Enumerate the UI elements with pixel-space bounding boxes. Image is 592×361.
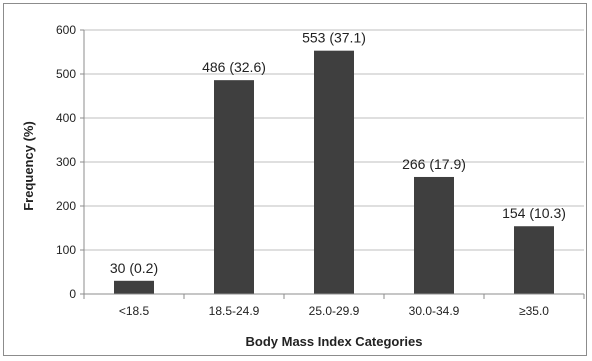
data-label: 266 (17.9) [402, 156, 466, 172]
chart-frame: 0 100 200 300 400 500 600 30 (0.2) <18.5 486 (32.… [3, 3, 587, 356]
y-tick-label: 200 [56, 199, 76, 213]
bar [514, 226, 554, 294]
y-tick-label: 400 [56, 111, 76, 125]
bar-chart: 0 100 200 300 400 500 600 30 (0.2) <18.5 486 (32.… [21, 23, 585, 349]
y-tick-label: 0 [69, 287, 76, 301]
axes [80, 29, 585, 299]
bars [114, 50, 554, 295]
bar [314, 50, 354, 295]
x-tick-label: 18.5-24.9 [209, 304, 260, 318]
bar [414, 176, 454, 294]
data-label: 486 (32.6) [202, 59, 266, 75]
bar [214, 80, 254, 294]
x-tick-label: 30.0-34.9 [409, 304, 460, 318]
x-tick-label: <18.5 [119, 304, 150, 318]
data-label: 154 (10.3) [502, 205, 566, 221]
y-tick-label: 100 [56, 243, 76, 257]
x-tick-label: ≥35.0 [519, 304, 549, 318]
y-axis-title: Frequency (%) [21, 121, 36, 211]
bar [114, 280, 154, 294]
x-tick-label: 25.0-29.9 [309, 304, 360, 318]
data-label: 30 (0.2) [110, 260, 158, 276]
y-tick-label: 600 [56, 23, 76, 37]
y-tick-label: 500 [56, 67, 76, 81]
labels: 0 100 200 300 400 500 600 30 (0.2) <18.5 486 (32.… [56, 23, 566, 318]
data-label: 553 (37.1) [302, 30, 366, 46]
y-tick-label: 300 [56, 155, 76, 169]
x-axis-title: Body Mass Index Categories [246, 334, 423, 349]
